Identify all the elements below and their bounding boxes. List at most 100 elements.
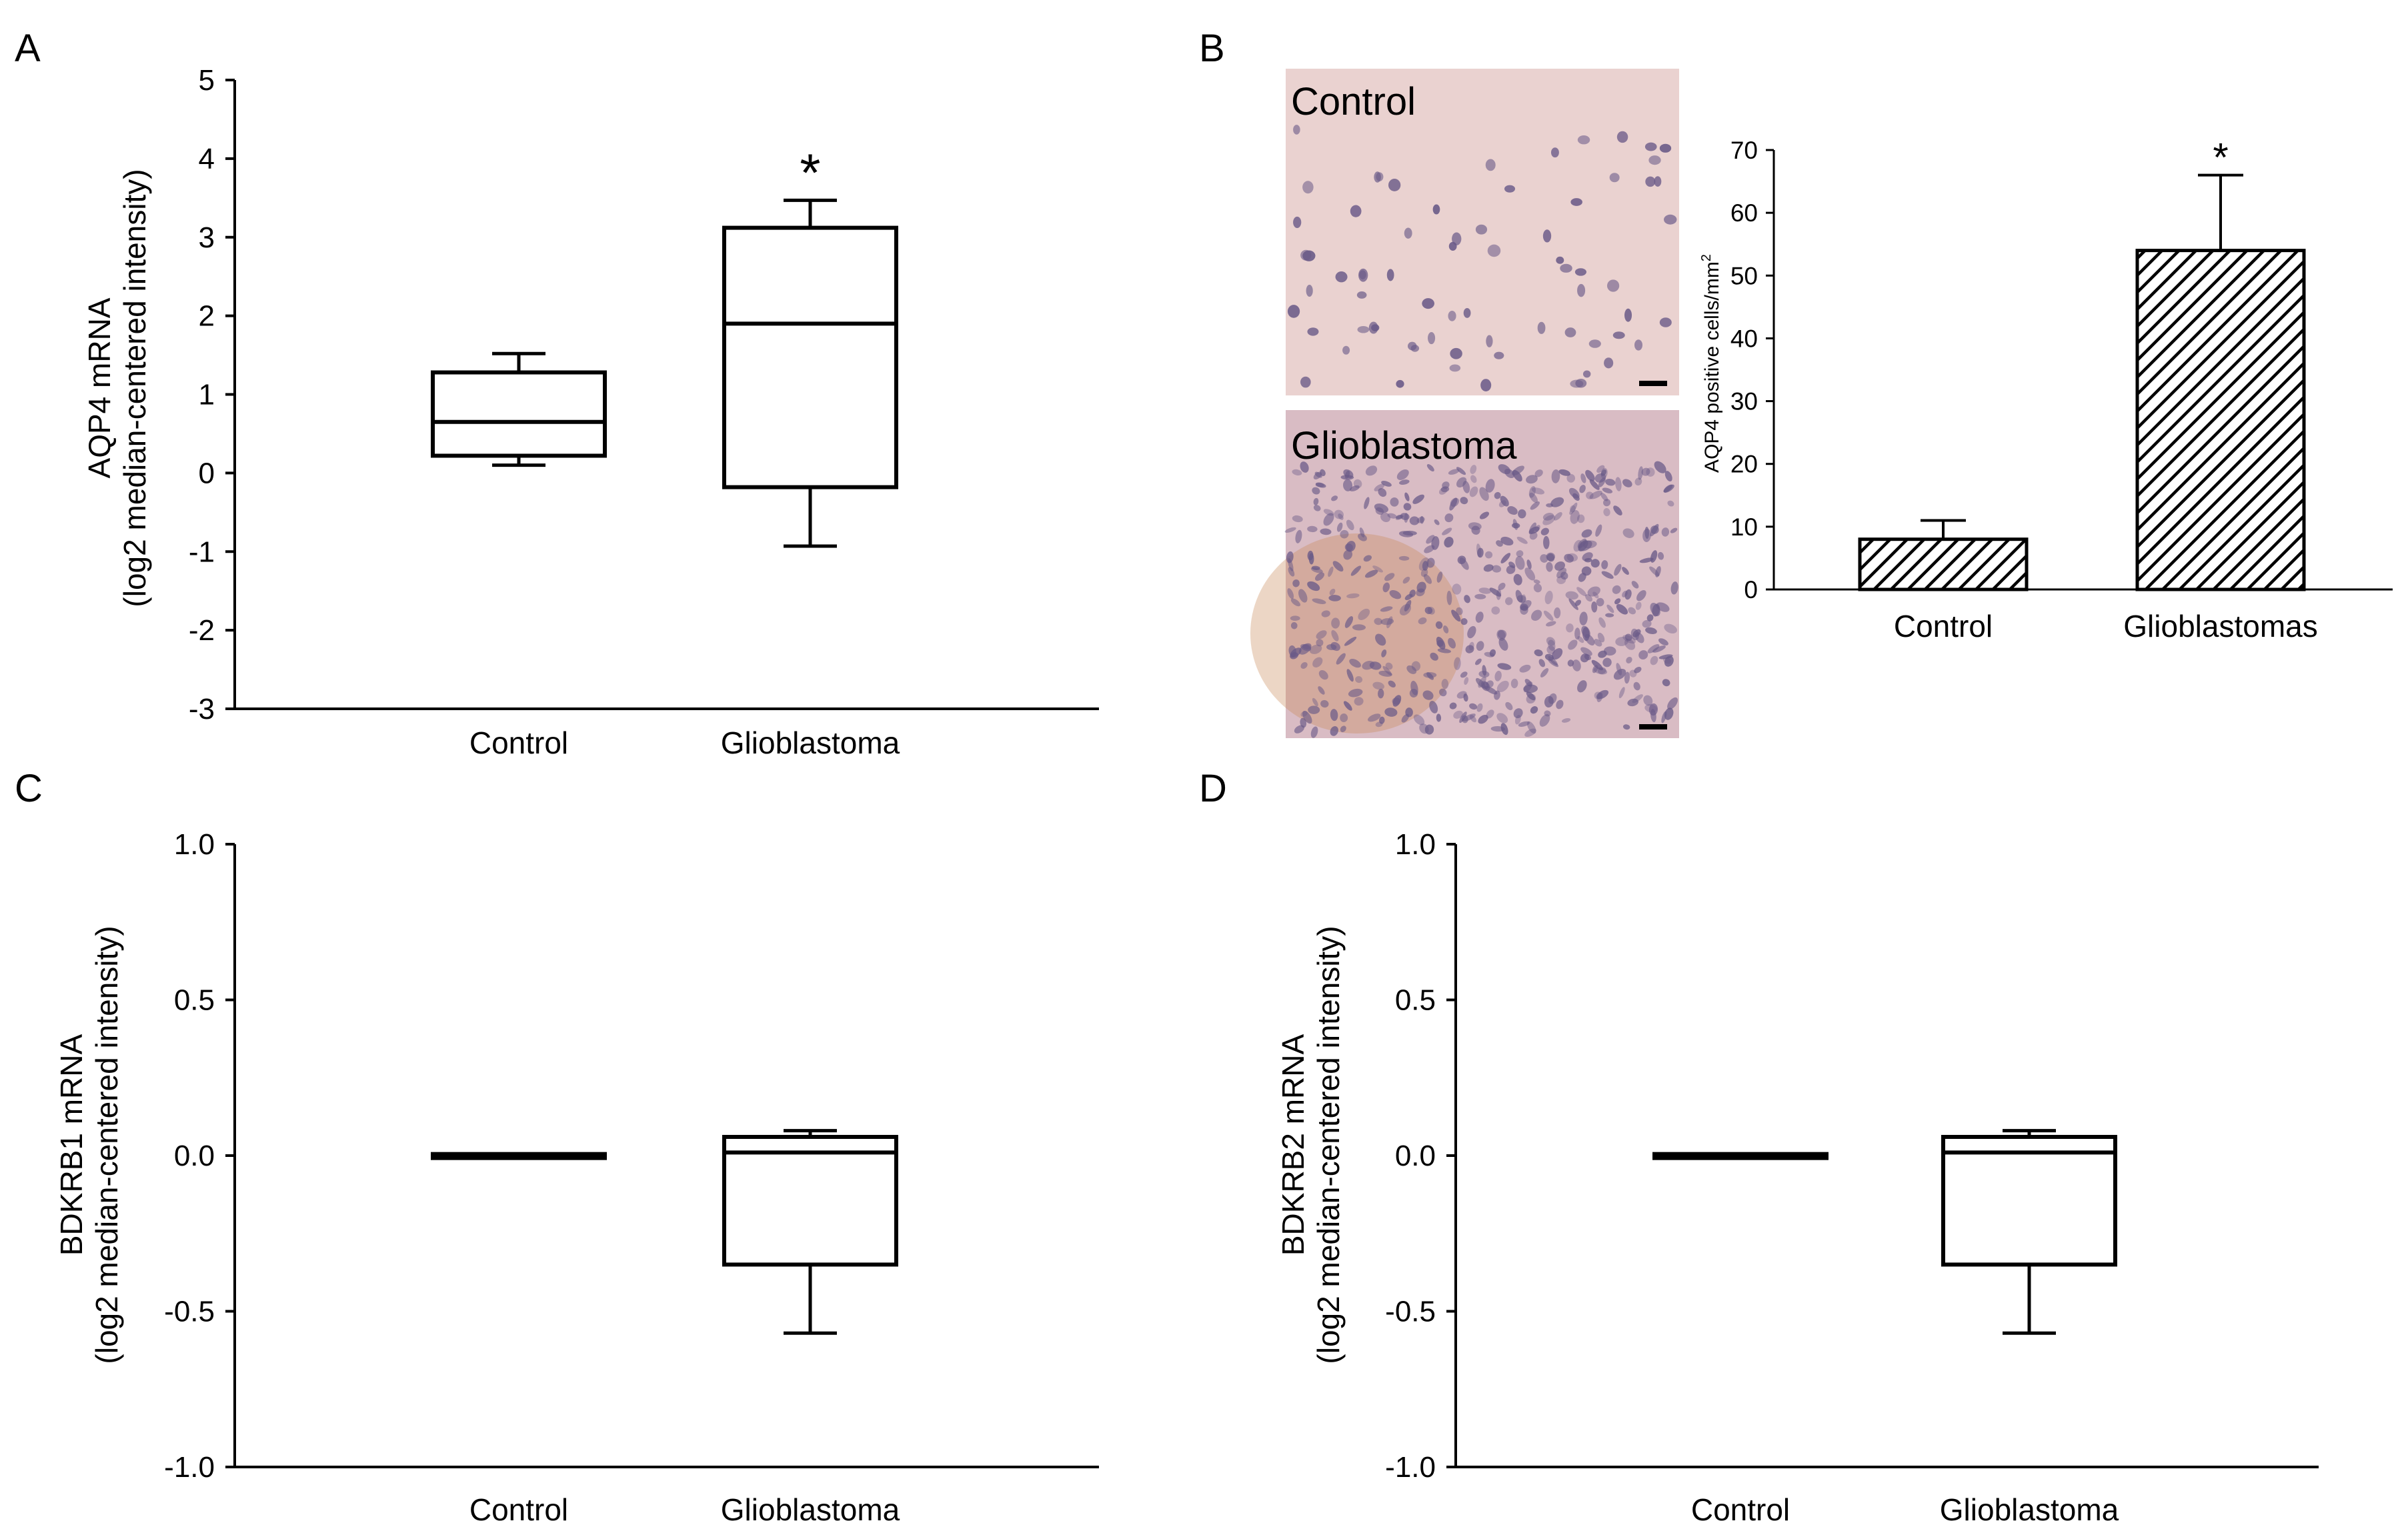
nucleus xyxy=(1307,525,1318,533)
nucleus xyxy=(1602,657,1612,667)
nucleus xyxy=(1476,641,1484,651)
nucleus xyxy=(1388,680,1396,687)
nucleus xyxy=(1598,650,1607,658)
nucleus xyxy=(1603,499,1611,507)
nucleus xyxy=(1475,224,1488,235)
nucleus xyxy=(1534,649,1543,657)
nucleus xyxy=(1387,513,1397,519)
nucleus xyxy=(1350,565,1361,576)
nucleus xyxy=(1462,713,1476,721)
nucleus xyxy=(1613,505,1622,515)
nucleus xyxy=(1288,558,1294,571)
nucleus xyxy=(1513,573,1522,585)
panel-d-category-label: Control xyxy=(1691,1492,1790,1527)
panel-letter-a: A xyxy=(15,27,41,70)
nucleus xyxy=(1346,593,1360,599)
panel-d-box xyxy=(1941,1134,2117,1267)
nucleus xyxy=(1294,725,1304,733)
nucleus xyxy=(1456,477,1467,488)
nucleus xyxy=(1664,707,1674,720)
nucleus xyxy=(1406,665,1417,674)
nucleus xyxy=(1346,669,1354,682)
brown-staining-region xyxy=(1250,533,1464,733)
nucleus xyxy=(1639,557,1654,563)
nucleus xyxy=(1452,232,1462,245)
panel-b-ylabel: AQP4 positive cells/mm2 xyxy=(1699,254,1723,473)
nucleus xyxy=(1420,568,1428,577)
nucleus xyxy=(1659,143,1672,153)
nucleus xyxy=(1487,244,1501,257)
panel-b-ylabel-text: AQP4 positive cells/mm xyxy=(1701,261,1723,473)
nucleus xyxy=(1606,604,1614,613)
micrograph-glioblastoma-label: Glioblastoma xyxy=(1291,424,1517,467)
nucleus xyxy=(1382,582,1390,593)
nucleus xyxy=(1577,636,1584,643)
nucleus xyxy=(1479,511,1490,519)
nucleus xyxy=(1298,589,1308,603)
nucleus xyxy=(1344,636,1357,646)
nucleus xyxy=(1531,487,1545,495)
nucleus xyxy=(1484,551,1493,559)
nucleus xyxy=(1368,713,1381,722)
nucleus xyxy=(1616,131,1628,143)
nucleus xyxy=(1300,461,1309,473)
nucleus xyxy=(1470,465,1477,474)
nucleus xyxy=(1422,298,1434,309)
nucleus xyxy=(1342,345,1350,355)
nucleus xyxy=(1622,528,1634,538)
nucleus xyxy=(1622,479,1632,487)
panel-b-ylabel-superscript: 2 xyxy=(1699,254,1714,261)
nucleus xyxy=(1378,688,1384,699)
nucleus xyxy=(1343,701,1352,711)
nucleus xyxy=(1349,658,1361,668)
nucleus xyxy=(1306,284,1313,297)
nucleus xyxy=(1638,466,1643,480)
nucleus xyxy=(1321,610,1330,617)
scale-bar-glioblastoma xyxy=(1639,724,1667,729)
nucleus xyxy=(1570,198,1582,206)
nucleus xyxy=(1329,588,1336,595)
nucleus xyxy=(1570,505,1576,513)
nucleus xyxy=(1476,703,1483,712)
nucleus xyxy=(1331,617,1340,629)
nucleus xyxy=(1381,481,1392,487)
nucleus xyxy=(1592,665,1598,673)
nucleus xyxy=(1474,593,1486,599)
nucleus xyxy=(1323,513,1334,526)
nucleus xyxy=(1627,698,1639,707)
nucleus xyxy=(1371,324,1380,331)
nucleus xyxy=(1364,497,1370,509)
nucleus xyxy=(1577,680,1587,693)
nucleus xyxy=(1566,623,1574,633)
nucleus xyxy=(1464,677,1469,685)
nucleus xyxy=(1471,525,1480,535)
nucleus xyxy=(1426,464,1434,472)
nucleus xyxy=(1318,669,1328,680)
panel-b-ytick-label: 30 xyxy=(1730,388,1758,415)
nucleus xyxy=(1550,497,1564,507)
nucleus xyxy=(1396,514,1403,519)
nucleus xyxy=(1410,680,1418,695)
panel-a-ytick-label: 4 xyxy=(199,143,215,175)
nucleus xyxy=(1404,599,1412,611)
nucleus xyxy=(1582,370,1591,378)
nucleus xyxy=(1655,565,1661,577)
nucleus xyxy=(1475,611,1484,623)
panel-c-ytick-label: -0.5 xyxy=(164,1296,215,1328)
nucleus xyxy=(1312,657,1323,667)
nucleus xyxy=(1492,565,1502,573)
nucleus xyxy=(1576,514,1585,523)
nucleus xyxy=(1331,629,1339,641)
nucleus xyxy=(1336,522,1343,532)
nucleus xyxy=(1354,697,1364,706)
nucleus xyxy=(1667,500,1674,507)
nucleus xyxy=(1616,603,1628,615)
nucleus xyxy=(1292,515,1303,523)
nucleus xyxy=(1534,469,1543,477)
nucleus xyxy=(1328,595,1341,601)
nucleus xyxy=(1311,565,1320,570)
nucleus xyxy=(1642,528,1651,542)
nucleus xyxy=(1404,227,1412,239)
nucleus xyxy=(1500,495,1509,507)
nucleus xyxy=(1491,606,1500,615)
